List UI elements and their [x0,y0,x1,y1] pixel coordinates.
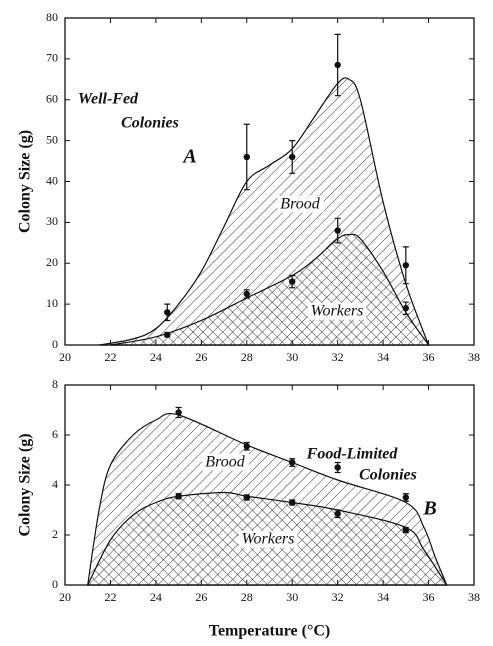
y-tick-label: 6 [52,427,58,441]
data-point [175,493,182,500]
label-bg [277,195,324,213]
x-tick-label: 32 [332,350,344,364]
x-tick-label: 20 [59,590,71,604]
annotation: Colonies [121,115,179,132]
y-tick-label: 0 [52,337,58,351]
y-tick-label: 0 [52,577,58,591]
data-point [164,331,171,338]
data-point [289,278,296,285]
data-point [289,153,296,161]
data-point [243,153,250,161]
data-point [175,409,182,416]
x-tick-label: 24 [150,590,162,604]
data-point [243,494,250,501]
data-point [243,443,250,450]
y-tick-label: 80 [46,10,58,24]
data-point [402,262,410,269]
x-tick-label: 24 [150,350,162,364]
x-tick-label: 28 [241,590,253,604]
y-tick-label: 20 [46,255,58,269]
series-label: Brood [280,196,320,213]
x-tick-label: 20 [59,350,71,364]
x-tick-label: 28 [241,350,253,364]
y-tick-label: 10 [46,296,58,310]
x-tick-label: 36 [423,350,435,364]
annotation: Well-Fed [78,91,139,108]
y-axis-label: Colony Size (g) [17,130,34,233]
y-tick-label: 4 [52,477,58,491]
y-tick-label: 50 [46,132,58,146]
data-point [243,290,250,298]
annotation: A [181,146,196,168]
y-tick-label: 60 [46,92,58,106]
x-tick-label: 34 [377,590,389,604]
x-tick-label: 30 [286,590,298,604]
data-point [289,499,296,506]
annotation: Food-Limited [306,446,399,463]
data-point [402,526,410,534]
x-tick-label: 22 [104,590,116,604]
y-tick-label: 8 [52,377,58,391]
data-point [334,227,341,234]
x-tick-label: 26 [195,590,207,604]
annotation: Colonies [359,467,417,484]
y-tick-label: 30 [46,214,58,228]
x-tick-label: 36 [423,590,435,604]
x-tick-label: 38 [468,590,480,604]
series-label: Workers [311,303,364,320]
label-bg [307,302,367,320]
x-tick-label: 38 [468,350,480,364]
data-point [289,459,296,466]
y-tick-label: 2 [52,527,58,541]
data-point [334,61,341,69]
data-point [164,309,171,316]
series-label: Workers [242,531,295,548]
label-bg [238,530,298,548]
x-tick-label: 22 [104,350,116,364]
data-point [402,494,410,501]
data-point [334,464,341,471]
data-point [334,510,341,517]
label-bg [202,453,249,471]
x-tick-label: 26 [195,350,207,364]
y-tick-label: 40 [46,173,58,187]
x-tick-label: 32 [332,590,344,604]
series-label: Brood [205,454,245,471]
data-point [402,305,410,312]
y-tick-label: 70 [46,51,58,65]
x-axis-label: Temperature (°C) [209,623,330,640]
annotation: B [422,498,436,520]
x-tick-label: 34 [377,350,389,364]
y-axis-label: Colony Size (g) [17,433,34,536]
x-tick-label: 30 [286,350,298,364]
